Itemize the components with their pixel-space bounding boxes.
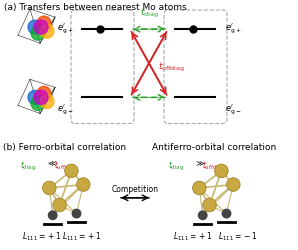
Text: $t_{\rm offdiag}$: $t_{\rm offdiag}$ [202, 159, 225, 172]
Text: $\gg$: $\gg$ [194, 159, 206, 168]
Circle shape [40, 95, 54, 109]
Circle shape [34, 21, 48, 35]
Text: $t_{\rm diag}$: $t_{\rm diag}$ [140, 7, 158, 20]
FancyBboxPatch shape [71, 11, 134, 124]
Circle shape [226, 178, 240, 192]
Circle shape [65, 164, 78, 178]
Circle shape [43, 182, 56, 195]
Text: (b) Ferro-orbital correlation: (b) Ferro-orbital correlation [3, 142, 126, 151]
Circle shape [215, 164, 228, 178]
Text: $t_{\rm diag}$: $t_{\rm diag}$ [20, 159, 36, 172]
Circle shape [49, 211, 57, 220]
FancyBboxPatch shape [164, 11, 227, 124]
Text: $t_{\rm diag}$: $t_{\rm diag}$ [168, 159, 184, 172]
Circle shape [31, 97, 45, 111]
Circle shape [222, 210, 231, 218]
Text: Competition: Competition [111, 184, 159, 193]
Circle shape [37, 87, 51, 101]
Circle shape [37, 17, 51, 31]
Text: $e_{\rm g+}^{\prime}$: $e_{\rm g+}^{\prime}$ [225, 22, 241, 36]
Circle shape [203, 198, 216, 212]
Circle shape [34, 91, 48, 105]
Text: $e_{\rm g+}^{\prime}$: $e_{\rm g+}^{\prime}$ [57, 22, 73, 36]
Circle shape [77, 178, 90, 192]
Circle shape [28, 91, 42, 105]
Circle shape [198, 211, 207, 220]
Circle shape [40, 25, 54, 39]
Circle shape [72, 210, 81, 218]
Text: (a) Transfers between nearest Mo atoms: (a) Transfers between nearest Mo atoms [4, 3, 187, 12]
Text: $L_{111}=+1$: $L_{111}=+1$ [22, 230, 62, 242]
Text: $e_{\rm g-}^{\prime}$: $e_{\rm g-}^{\prime}$ [57, 102, 73, 116]
Text: $t_{\rm offdiag}$: $t_{\rm offdiag}$ [158, 60, 185, 74]
Circle shape [31, 27, 45, 41]
Text: $t_{\rm offdiag}$: $t_{\rm offdiag}$ [54, 159, 77, 172]
Text: $L_{111}=-1$: $L_{111}=-1$ [218, 230, 258, 242]
Text: $e_{\rm g-}^{\prime}$: $e_{\rm g-}^{\prime}$ [225, 102, 241, 116]
Text: Antiferro-orbital correlation: Antiferro-orbital correlation [152, 142, 276, 151]
Circle shape [28, 21, 42, 35]
Text: $\ll$: $\ll$ [46, 159, 58, 168]
Text: $L_{111}=+1$: $L_{111}=+1$ [173, 230, 213, 242]
Text: $L_{111}=+1$: $L_{111}=+1$ [62, 230, 102, 242]
Circle shape [193, 182, 206, 195]
Circle shape [53, 198, 66, 212]
